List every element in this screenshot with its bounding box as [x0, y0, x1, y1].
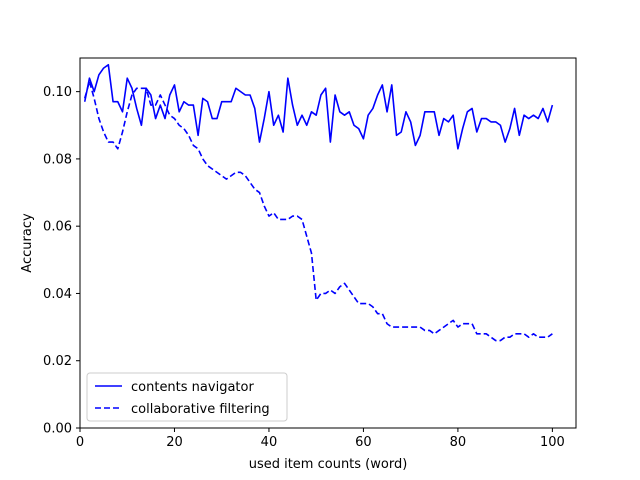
series-line-contents-navigator	[83, 63, 554, 150]
legend: contents navigator collaborative filteri…	[86, 372, 288, 422]
legend-box	[86, 372, 288, 422]
x-tick-label: 20	[166, 435, 183, 450]
x-axis: 0 20 40 60 80 100	[76, 428, 565, 450]
y-tick-label: 0.08	[43, 152, 72, 167]
y-tick-label: 0.04	[43, 287, 72, 302]
y-axis-label: Accuracy	[20, 213, 35, 273]
plot-frame	[79, 57, 577, 429]
y-tick-label: 0.00	[43, 422, 72, 437]
y-axis: 0.00 0.02 0.04 0.06 0.08 0.10	[43, 85, 80, 437]
y-tick-label: 0.06	[43, 220, 72, 235]
x-tick-label: 80	[450, 435, 467, 450]
y-tick-label: 0.10	[43, 85, 72, 100]
x-tick-label: 60	[355, 435, 372, 450]
series-layer	[83, 63, 554, 342]
x-tick-label: 100	[540, 435, 565, 450]
x-tick-label: 0	[76, 435, 84, 450]
series-line-collaborative-filtering	[83, 80, 553, 342]
legend-label-collaborative-filtering: collaborative filtering	[131, 402, 270, 417]
x-axis-label: used item counts (word)	[249, 457, 408, 472]
x-tick-label: 40	[261, 435, 278, 450]
legend-label-contents-navigator: contents navigator	[131, 380, 254, 395]
y-tick-label: 0.02	[43, 354, 72, 369]
